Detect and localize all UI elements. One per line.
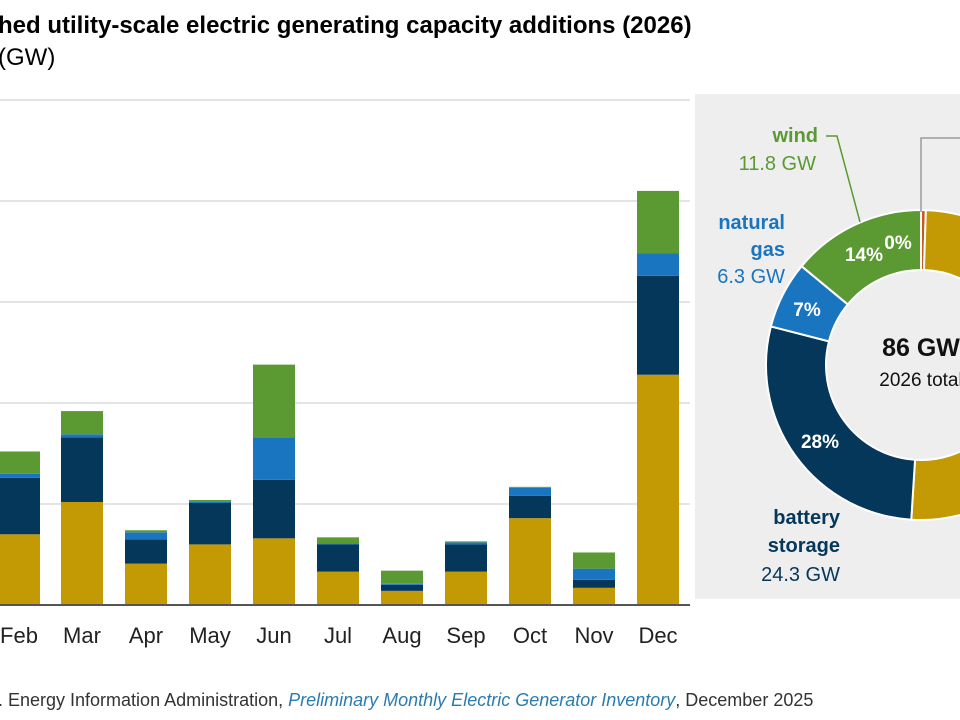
chart-subtitle: (GW) bbox=[0, 44, 56, 71]
bar-natural-gas-jun bbox=[253, 437, 295, 480]
source-publication-link[interactable]: Preliminary Monthly Electric Generator I… bbox=[288, 690, 676, 710]
bar-battery-storage-nov bbox=[573, 579, 615, 588]
x-tick-label-nov: Nov bbox=[574, 623, 613, 648]
bar-battery-storage-jun bbox=[253, 479, 295, 539]
bar-natural-gas-dec bbox=[637, 253, 679, 276]
natural-gas-label-value: 6.3 GW bbox=[717, 266, 785, 288]
bar-wind-oct bbox=[509, 486, 551, 488]
bar-solar-may bbox=[189, 544, 231, 605]
bar-wind-mar bbox=[61, 411, 103, 435]
donut-percent-label-battery-storage: 28% bbox=[801, 432, 839, 453]
bar-wind-aug bbox=[381, 570, 423, 584]
x-tick-label-jul: Jul bbox=[324, 623, 352, 648]
bar-solar-aug bbox=[381, 590, 423, 605]
bar-battery-storage-aug bbox=[381, 584, 423, 591]
x-tick-label-jun: Jun bbox=[256, 623, 291, 648]
bar-solar-mar bbox=[61, 501, 103, 605]
bar-natural-gas-feb bbox=[0, 473, 40, 478]
bar-wind-sep bbox=[445, 541, 487, 543]
bar-wind-jun bbox=[253, 364, 295, 438]
x-tick-label-dec: Dec bbox=[638, 623, 677, 648]
battery-label-value: 24.3 GW bbox=[761, 564, 840, 586]
bar-solar-dec bbox=[637, 374, 679, 605]
bar-battery-storage-apr bbox=[125, 539, 167, 564]
bar-natural-gas-apr bbox=[125, 532, 167, 540]
x-tick-label-may: May bbox=[189, 623, 231, 648]
x-tick-label-feb: Feb bbox=[0, 623, 38, 648]
donut-center-value: 86 GW bbox=[882, 334, 960, 362]
bar-wind-dec bbox=[637, 190, 679, 254]
bar-natural-gas-nov bbox=[573, 568, 615, 580]
bar-battery-storage-feb bbox=[0, 477, 40, 535]
source-suffix: , December 2025 bbox=[675, 690, 814, 710]
natural-gas-label-line1: natural bbox=[718, 212, 785, 234]
chart-title: hed utility-scale electric generating ca… bbox=[0, 12, 692, 39]
bar-natural-gas-oct bbox=[509, 487, 551, 496]
bar-wind-jul bbox=[317, 537, 359, 544]
donut-panel: 0% 28% 7% 14% 86 GW 2026 total wind 11.8 GW natu… bbox=[695, 94, 960, 599]
x-tick-label-aug: Aug bbox=[382, 623, 421, 648]
donut-slice-solar bbox=[910, 209, 960, 521]
bar-solar-oct bbox=[509, 518, 551, 605]
bar-battery-storage-dec bbox=[637, 275, 679, 375]
bar-natural-gas-may bbox=[189, 501, 231, 503]
donut-center-label: 2026 total bbox=[879, 370, 960, 391]
natural-gas-label-line2: gas bbox=[751, 239, 785, 261]
x-tick-label-apr: Apr bbox=[129, 623, 163, 648]
donut-percent-label-other: 0% bbox=[884, 233, 912, 254]
bar-battery-storage-mar bbox=[61, 437, 103, 502]
wind-label-value: 11.8 GW bbox=[739, 153, 817, 175]
bar-natural-gas-mar bbox=[61, 434, 103, 438]
bar-natural-gas-jul bbox=[317, 543, 359, 545]
bar-solar-jul bbox=[317, 571, 359, 605]
bar-battery-storage-may bbox=[189, 502, 231, 545]
source-note: . Energy Information Administration, Pre… bbox=[0, 690, 813, 711]
bar-battery-storage-oct bbox=[509, 495, 551, 519]
source-prefix: . Energy Information Administration, bbox=[0, 690, 289, 710]
bar-solar-sep bbox=[445, 571, 487, 605]
bar-natural-gas-sep bbox=[445, 542, 487, 545]
wind-label-name: wind bbox=[771, 125, 818, 147]
battery-label-line2: storage bbox=[768, 535, 840, 557]
bar-wind-may bbox=[189, 499, 231, 502]
donut-chart: 0% 28% 7% 14% 86 GW 2026 total wind 11.8 GW natu… bbox=[717, 125, 960, 586]
x-tick-label-oct: Oct bbox=[513, 623, 547, 648]
battery-label-line1: battery bbox=[773, 507, 841, 529]
bar-battery-storage-jul bbox=[317, 544, 359, 572]
x-tick-label-mar: Mar bbox=[63, 623, 101, 648]
bar-wind-nov bbox=[573, 552, 615, 569]
bar-solar-apr bbox=[125, 563, 167, 605]
wind-leader-line bbox=[826, 135, 861, 223]
donut-percent-label-natural-gas: 7% bbox=[793, 300, 821, 321]
bar-solar-nov bbox=[573, 587, 615, 605]
bar-wind-feb bbox=[0, 451, 40, 474]
bar-natural-gas-aug bbox=[381, 583, 423, 585]
bar-solar-jun bbox=[253, 538, 295, 605]
bar-solar-feb bbox=[0, 534, 40, 605]
donut-percent-label-wind: 14% bbox=[845, 245, 883, 266]
bar-battery-storage-sep bbox=[445, 544, 487, 572]
donut-slice-battery-storage bbox=[765, 325, 917, 521]
other-leader-line bbox=[920, 137, 960, 212]
stacked-bar-chart: Feb Mar Apr May Jun Jul Aug Sep Oct Nov Dec bbox=[0, 99, 690, 648]
x-tick-label-sep: Sep bbox=[446, 623, 485, 648]
bar-wind-apr bbox=[125, 530, 167, 533]
